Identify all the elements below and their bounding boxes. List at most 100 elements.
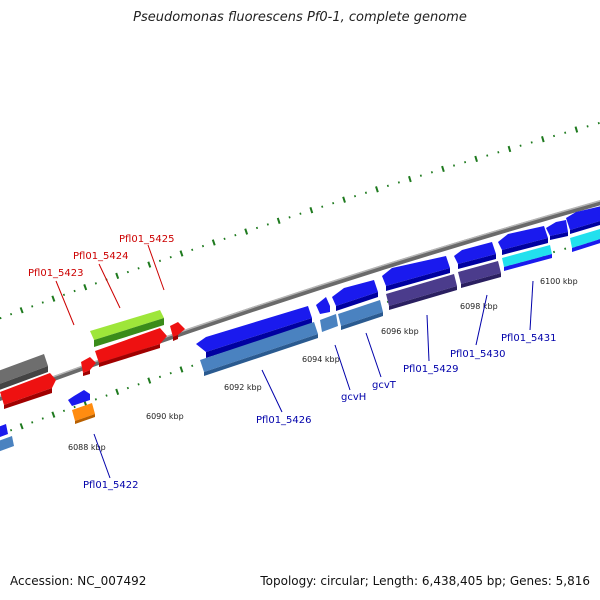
tick-label-6088: 6088 kbp: [68, 443, 106, 452]
gene-label-pfl01-5429[interactable]: Pfl01_5429: [403, 364, 459, 375]
tick-mark: [288, 216, 291, 219]
tick-mark: [452, 164, 456, 167]
tick-mark: [73, 289, 76, 293]
gene-arrow-red-left[interactable]: [0, 373, 56, 409]
tick-mark: [309, 207, 314, 214]
gene-arrow-gcvt[interactable]: [332, 280, 383, 330]
tick-mark: [83, 284, 88, 291]
tick-mark: [244, 228, 249, 235]
tick-mark: [430, 171, 433, 174]
forward-gene-labels: Pfl01_5423 Pfl01_5424 Pfl01_5425: [28, 234, 175, 279]
tick-mark: [137, 383, 140, 386]
tick-mark: [464, 161, 467, 164]
tick-mark: [73, 405, 76, 409]
tick-label-6098: 6098 kbp: [460, 302, 498, 311]
genome-summary-text: Topology: circular; Length: 6,438,405 bp…: [260, 574, 590, 588]
tick-label-6096: 6096 kbp: [381, 327, 419, 336]
gene-arrow-blue-far-left[interactable]: [0, 424, 8, 440]
gene-label-gcvt[interactable]: gcvT: [372, 380, 397, 391]
tick-mark: [486, 154, 489, 157]
gene-label-pfl01-5423[interactable]: Pfl01_5423: [28, 268, 84, 279]
tick-mark: [332, 201, 335, 205]
tick-mark: [234, 233, 237, 237]
gene-arrow-gray-left[interactable]: [0, 354, 48, 392]
tick-mark: [105, 394, 108, 397]
tick-mark: [179, 250, 184, 257]
gene-arrow-pfl01-5423[interactable]: [81, 357, 96, 376]
tick-mark: [497, 151, 500, 154]
tick-mark: [137, 267, 140, 270]
gene-label-pfl01-5431[interactable]: Pfl01_5431: [501, 333, 557, 344]
gene-arrow-pfl01-5431[interactable]: [498, 226, 552, 271]
tick-mark: [147, 261, 152, 268]
gene-arrow-gcvh[interactable]: [316, 297, 338, 332]
tick-mark: [552, 134, 556, 138]
tick-mark: [397, 181, 400, 184]
tick-mark: [541, 136, 545, 143]
gene-arrow-pfl01-5430[interactable]: [454, 242, 501, 288]
tick-mark: [201, 244, 205, 248]
tick-mark: [169, 371, 172, 375]
tick-mark: [31, 305, 34, 308]
gene-arrow-pfl01-5424-cds[interactable]: [95, 328, 167, 367]
gene-arrow-pfl01-5425[interactable]: [170, 322, 185, 341]
tick-mark: [564, 247, 567, 250]
tick-mark: [474, 155, 478, 163]
tick-mark: [530, 141, 533, 144]
tick-mark: [211, 239, 216, 246]
tick-mark: [342, 196, 346, 203]
tick-mark: [408, 175, 412, 183]
tick-mark: [0, 316, 2, 320]
tick-label-6092: 6092 kbp: [224, 383, 262, 392]
accession-text: Accession: NC_007492: [10, 574, 147, 588]
tick-mark: [386, 300, 389, 304]
tick-mark: [51, 411, 56, 418]
tick-label-6090: 6090 kbp: [146, 412, 184, 421]
tick-mark: [375, 186, 379, 193]
tick-mark: [158, 259, 162, 263]
tick-mark: [158, 375, 162, 379]
tick-mark: [94, 282, 97, 285]
tick-mark: [9, 312, 13, 316]
gene-label-pfl01-5425[interactable]: Pfl01_5425: [119, 234, 175, 245]
tick-mark: [519, 144, 522, 147]
forward-strand-features: [0, 310, 185, 409]
tick-mark: [179, 366, 184, 373]
gene-label-pfl01-5430[interactable]: Pfl01_5430: [450, 349, 506, 360]
gene-arrow-pfl01-5424[interactable]: [90, 310, 164, 347]
gene-label-pfl01-5424[interactable]: Pfl01_5424: [73, 251, 129, 262]
tick-mark: [441, 165, 445, 173]
gene-label-pfl01-5422[interactable]: Pfl01_5422: [83, 480, 139, 491]
gene-arrow-pfl01-5422[interactable]: [68, 390, 95, 424]
tick-mark: [321, 205, 324, 208]
tick-mark: [574, 126, 579, 133]
tick-mark: [62, 293, 66, 297]
tick-mark: [126, 270, 129, 274]
tick-mark: [41, 301, 44, 304]
tick-mark: [9, 428, 13, 432]
map-title: Pseudomonas fluorescens Pf0-1, complete …: [133, 10, 467, 25]
tick-mark: [115, 388, 120, 395]
gene-arrow-blue-right-1[interactable]: [546, 220, 568, 240]
gene-arrow-pfl01-5429[interactable]: [382, 256, 457, 310]
tick-mark: [41, 417, 44, 420]
tick-mark: [597, 121, 600, 125]
gene-label-pfl01-5426[interactable]: Pfl01_5426: [256, 415, 312, 426]
tick-mark: [51, 295, 56, 302]
gene-label-gcvh[interactable]: gcvH: [341, 392, 366, 403]
tick-mark: [223, 237, 226, 241]
tick-mark: [19, 307, 24, 314]
gene-arrow-blue-right-2[interactable]: [566, 204, 600, 252]
reverse-gene-labels: Pfl01_5422 Pfl01_5426 gcvH gcvT Pfl01_54…: [83, 333, 557, 491]
kbp-tick-labels: 6088 kbp 6090 kbp 6092 kbp 6094 kbp 6096…: [68, 277, 578, 452]
reverse-strand-features: [0, 204, 600, 454]
gene-arrow-pfl01-5426[interactable]: [196, 306, 318, 376]
tick-mark: [255, 226, 259, 230]
tick-mark: [299, 212, 302, 215]
tick-mark: [364, 191, 368, 194]
gene-arrow-steel-far-left[interactable]: [0, 436, 14, 454]
tick-mark: [353, 195, 357, 198]
tick-mark: [276, 217, 281, 224]
